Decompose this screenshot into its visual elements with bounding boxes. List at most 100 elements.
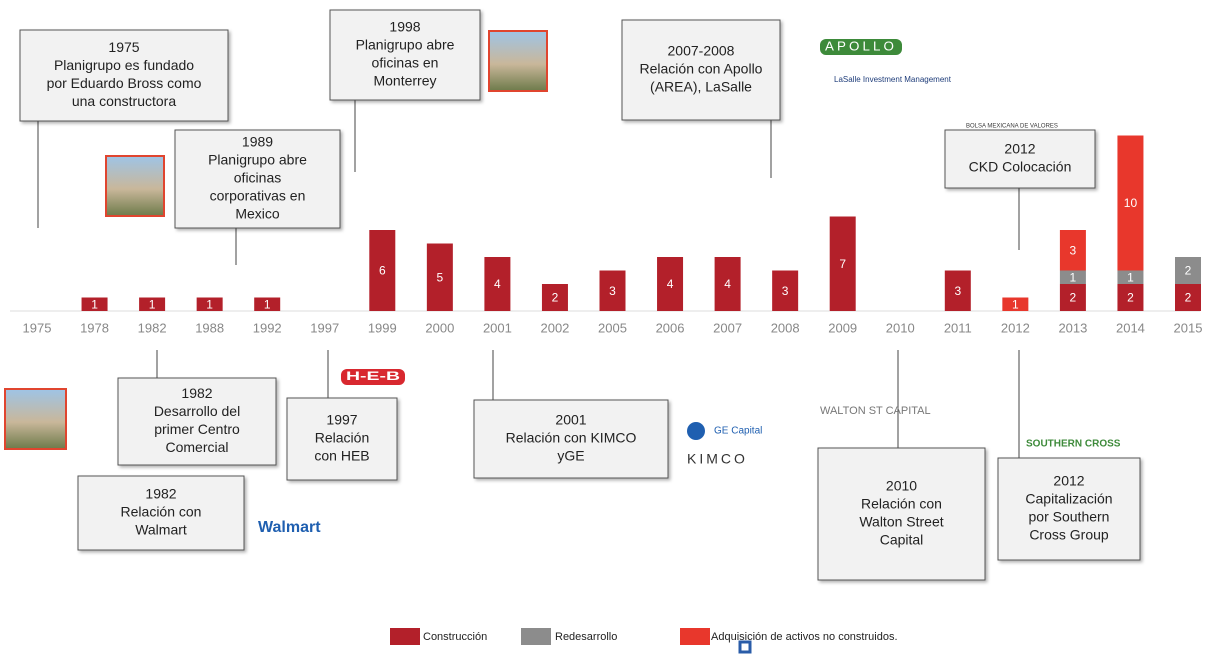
x-tick-label: 2011 <box>944 320 972 335</box>
event-text: Relación con <box>861 496 942 512</box>
photo <box>106 156 164 216</box>
value-label: 2 <box>1070 291 1077 305</box>
x-tick-label: 2012 <box>1001 320 1030 335</box>
value-label: 2 <box>1185 291 1192 305</box>
event-text: Walmart <box>135 522 187 538</box>
value-label: 1 <box>1070 270 1077 284</box>
legend-label: Redesarrollo <box>555 631 617 643</box>
event-text: primer Centro <box>154 421 240 437</box>
value-label: 2 <box>552 291 559 305</box>
value-label: 2 <box>1185 264 1192 278</box>
value-label: 3 <box>1070 243 1077 257</box>
event-text: 1975 <box>108 39 139 55</box>
logo: BOLSA MEXICANA DE VALORES <box>966 124 1058 130</box>
logo: LaSalle Investment Management <box>834 75 952 84</box>
event-text: Relación con <box>121 504 202 520</box>
x-tick-label: 2005 <box>598 320 627 335</box>
value-label: 1 <box>91 297 98 311</box>
value-label: 10 <box>1124 196 1138 210</box>
event-text: por Southern <box>1029 509 1110 525</box>
event-text: Mexico <box>235 206 280 222</box>
logo-mark <box>687 422 705 440</box>
logo: APOLLO <box>825 38 897 53</box>
legend-swatch <box>680 628 710 645</box>
icon <box>740 642 750 652</box>
value-label: 3 <box>782 284 789 298</box>
x-tick-label: 1992 <box>253 320 282 335</box>
x-tick-label: 1999 <box>368 320 397 335</box>
event-text: 1982 <box>181 385 212 401</box>
logo: GE Capital <box>714 426 762 437</box>
event-text: CKD Colocación <box>969 159 1072 175</box>
x-tick-label: 2009 <box>828 320 857 335</box>
event-text: Planigrupo abre <box>356 37 455 53</box>
event-text: Planigrupo es fundado <box>54 57 194 73</box>
value-label: 1 <box>1127 270 1134 284</box>
x-tick-label: 2000 <box>425 320 454 335</box>
event-text: corporativas en <box>210 188 306 204</box>
event-text: 2007-2008 <box>668 43 735 59</box>
x-tick-label: 2008 <box>771 320 800 335</box>
value-label: 5 <box>437 270 444 284</box>
value-label: 1 <box>206 297 213 311</box>
event-text: Capitalización <box>1025 491 1112 507</box>
x-tick-label: 2007 <box>713 320 742 335</box>
logo: H-E-B <box>346 369 401 383</box>
value-label: 4 <box>667 277 674 291</box>
event-text: 1998 <box>389 19 420 35</box>
timeline-chart: 1975 1978 1982 1988 1992 1997 1999 2000 2001 2002… <box>0 0 1206 655</box>
event-text: (AREA), LaSalle <box>650 79 752 95</box>
event-text: 1982 <box>145 486 176 502</box>
x-tick-label: 2002 <box>540 320 569 335</box>
x-tick-label: 2006 <box>656 320 685 335</box>
logo: SOUTHERN CROSS <box>1026 439 1121 450</box>
x-tick-label: 2010 <box>886 320 915 335</box>
event-text: Comercial <box>165 439 228 455</box>
logo: Walmart <box>258 519 321 536</box>
event-text: una constructora <box>72 93 176 109</box>
x-tick-label: 1978 <box>80 320 109 335</box>
value-label: 1 <box>264 297 271 311</box>
event-text: Desarrollo del <box>154 403 240 419</box>
event-text: 2001 <box>555 412 586 428</box>
value-label: 1 <box>149 297 156 311</box>
legend-swatch <box>521 628 551 645</box>
event-text: Monterrey <box>373 73 436 89</box>
x-tick-label: 2015 <box>1174 320 1203 335</box>
event-text: 1989 <box>242 134 273 150</box>
event-text: 2012 <box>1004 141 1035 157</box>
event-text: Planigrupo abre <box>208 152 307 168</box>
value-label: 3 <box>609 284 616 298</box>
value-label: 1 <box>1012 297 1019 311</box>
event-text: Walton Street <box>859 514 943 530</box>
x-tick-label: 2013 <box>1058 320 1087 335</box>
x-tick-label: 2014 <box>1116 320 1145 335</box>
x-tick-label: 1988 <box>195 320 224 335</box>
legend-swatch <box>390 628 420 645</box>
event-text: 2012 <box>1053 473 1084 489</box>
event-text: oficinas <box>234 170 281 186</box>
x-tick-label: 2001 <box>483 320 512 335</box>
value-label: 2 <box>1127 291 1134 305</box>
legend-label: Construcción <box>423 631 487 643</box>
event-text: Relación <box>315 430 369 446</box>
value-label: 6 <box>379 264 386 278</box>
event-text: 1997 <box>326 412 357 428</box>
x-tick-label: 1997 <box>310 320 339 335</box>
value-label: 4 <box>724 277 731 291</box>
event-text: Relación con Apollo <box>640 61 763 77</box>
value-label: 3 <box>954 284 961 298</box>
event-text: Capital <box>880 532 924 548</box>
photo <box>5 389 66 449</box>
event-text: 2010 <box>886 478 917 494</box>
event-text: Cross Group <box>1029 527 1109 543</box>
logo: WALTON ST CAPITAL <box>820 405 931 417</box>
x-tick-label: 1982 <box>138 320 167 335</box>
event-text: oficinas en <box>372 55 439 71</box>
event-text: Relación con KIMCO <box>506 430 637 446</box>
x-tick-label: 1975 <box>23 320 52 335</box>
value-label: 4 <box>494 277 501 291</box>
legend-label: Adquisición de activos no construidos. <box>711 631 898 643</box>
event-text: por Eduardo Bross como <box>47 75 202 91</box>
logo: KIMCO <box>687 451 748 467</box>
